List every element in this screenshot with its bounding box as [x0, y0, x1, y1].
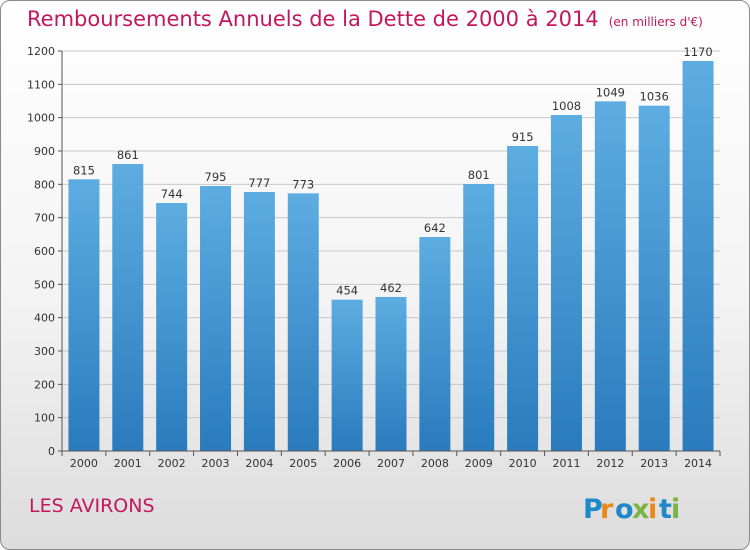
logo-letter: r — [600, 494, 614, 525]
data-label: 1170 — [683, 45, 712, 59]
data-label: 1008 — [552, 99, 581, 113]
x-tick-label: 2014 — [684, 457, 712, 470]
bar-2006 — [331, 299, 363, 451]
y-tick-label: 900 — [34, 145, 55, 158]
x-tick-label: 2012 — [596, 457, 624, 470]
y-tick-label: 200 — [34, 378, 55, 391]
y-tick-label: 300 — [34, 345, 55, 358]
x-tick-label: 2006 — [333, 457, 361, 470]
data-label: 815 — [73, 163, 95, 177]
bar-2003 — [200, 186, 232, 451]
data-label: 861 — [117, 148, 139, 162]
y-tick-label: 0 — [48, 445, 55, 458]
y-tick-label: 700 — [34, 212, 55, 225]
y-tick-label: 500 — [34, 278, 55, 291]
data-label: 801 — [468, 168, 490, 182]
proxiti-logo: Pr oxi t i — [583, 494, 680, 525]
bar-2010 — [507, 146, 539, 451]
bar-2007 — [375, 297, 407, 451]
chart-unit-label: (en milliers d'€) — [608, 15, 703, 29]
bar-2004 — [243, 192, 275, 451]
data-label: 1036 — [640, 90, 669, 104]
bar-2005 — [287, 193, 319, 452]
x-tick-label: 2007 — [377, 457, 405, 470]
y-tick-label: 1200 — [27, 45, 55, 58]
x-tick-label: 2009 — [465, 457, 493, 470]
commune-name: LES AVIRONS — [29, 495, 155, 517]
x-tick-label: 2002 — [158, 457, 186, 470]
logo-letter: i — [671, 494, 680, 525]
x-tick-label: 2003 — [202, 457, 230, 470]
y-tick-label: 600 — [34, 245, 55, 258]
data-label: 777 — [248, 176, 270, 190]
bars: 815 861 744 795 777 773 454 462 642 801 915 1008 104… — [68, 45, 714, 452]
data-label: 773 — [292, 177, 314, 191]
logo-letter: P — [583, 494, 603, 525]
logo-letter: t — [659, 494, 672, 525]
data-label: 462 — [380, 281, 402, 295]
x-tick-label: 2013 — [640, 457, 668, 470]
bar-2013 — [638, 105, 670, 452]
data-label: 642 — [424, 221, 446, 235]
bar-2012 — [594, 101, 626, 451]
x-tick-label: 2000 — [70, 457, 98, 470]
data-label: 744 — [161, 187, 183, 201]
bar-2009 — [463, 184, 495, 451]
x-tick-label: 2001 — [114, 457, 142, 470]
logo-letter: o — [615, 494, 634, 525]
y-tick-label: 400 — [34, 312, 55, 325]
x-tick-label: 2011 — [552, 457, 580, 470]
logo-letter: i — [648, 494, 657, 525]
x-tick-label: 2010 — [509, 457, 537, 470]
data-label: 1049 — [596, 85, 625, 99]
bar-2001 — [112, 164, 144, 451]
data-label: 795 — [205, 170, 227, 184]
bar-2002 — [156, 203, 188, 451]
axes: 0 100 200 300 400 500 600 700 800 900 1000 1100 1200… — [27, 45, 721, 470]
logo-letter: x — [632, 494, 649, 525]
bar-2000 — [68, 179, 100, 452]
bar-2008 — [419, 237, 451, 451]
chart-title-text: Remboursements Annuels de la Dette de 20… — [27, 7, 599, 31]
y-tick-label: 1000 — [27, 112, 55, 125]
y-tick-label: 100 — [34, 412, 55, 425]
bar-2014 — [682, 61, 714, 451]
y-tick-label: 800 — [34, 178, 55, 191]
chart-title: Remboursements Annuels de la Dette de 20… — [27, 7, 703, 31]
bar-2011 — [550, 115, 582, 451]
data-label: 915 — [512, 130, 534, 144]
x-tick-label: 2005 — [289, 457, 317, 470]
y-tick-label: 1100 — [27, 78, 55, 91]
x-tick-label: 2004 — [245, 457, 273, 470]
data-label: 454 — [336, 284, 358, 298]
x-tick-label: 2008 — [421, 457, 449, 470]
